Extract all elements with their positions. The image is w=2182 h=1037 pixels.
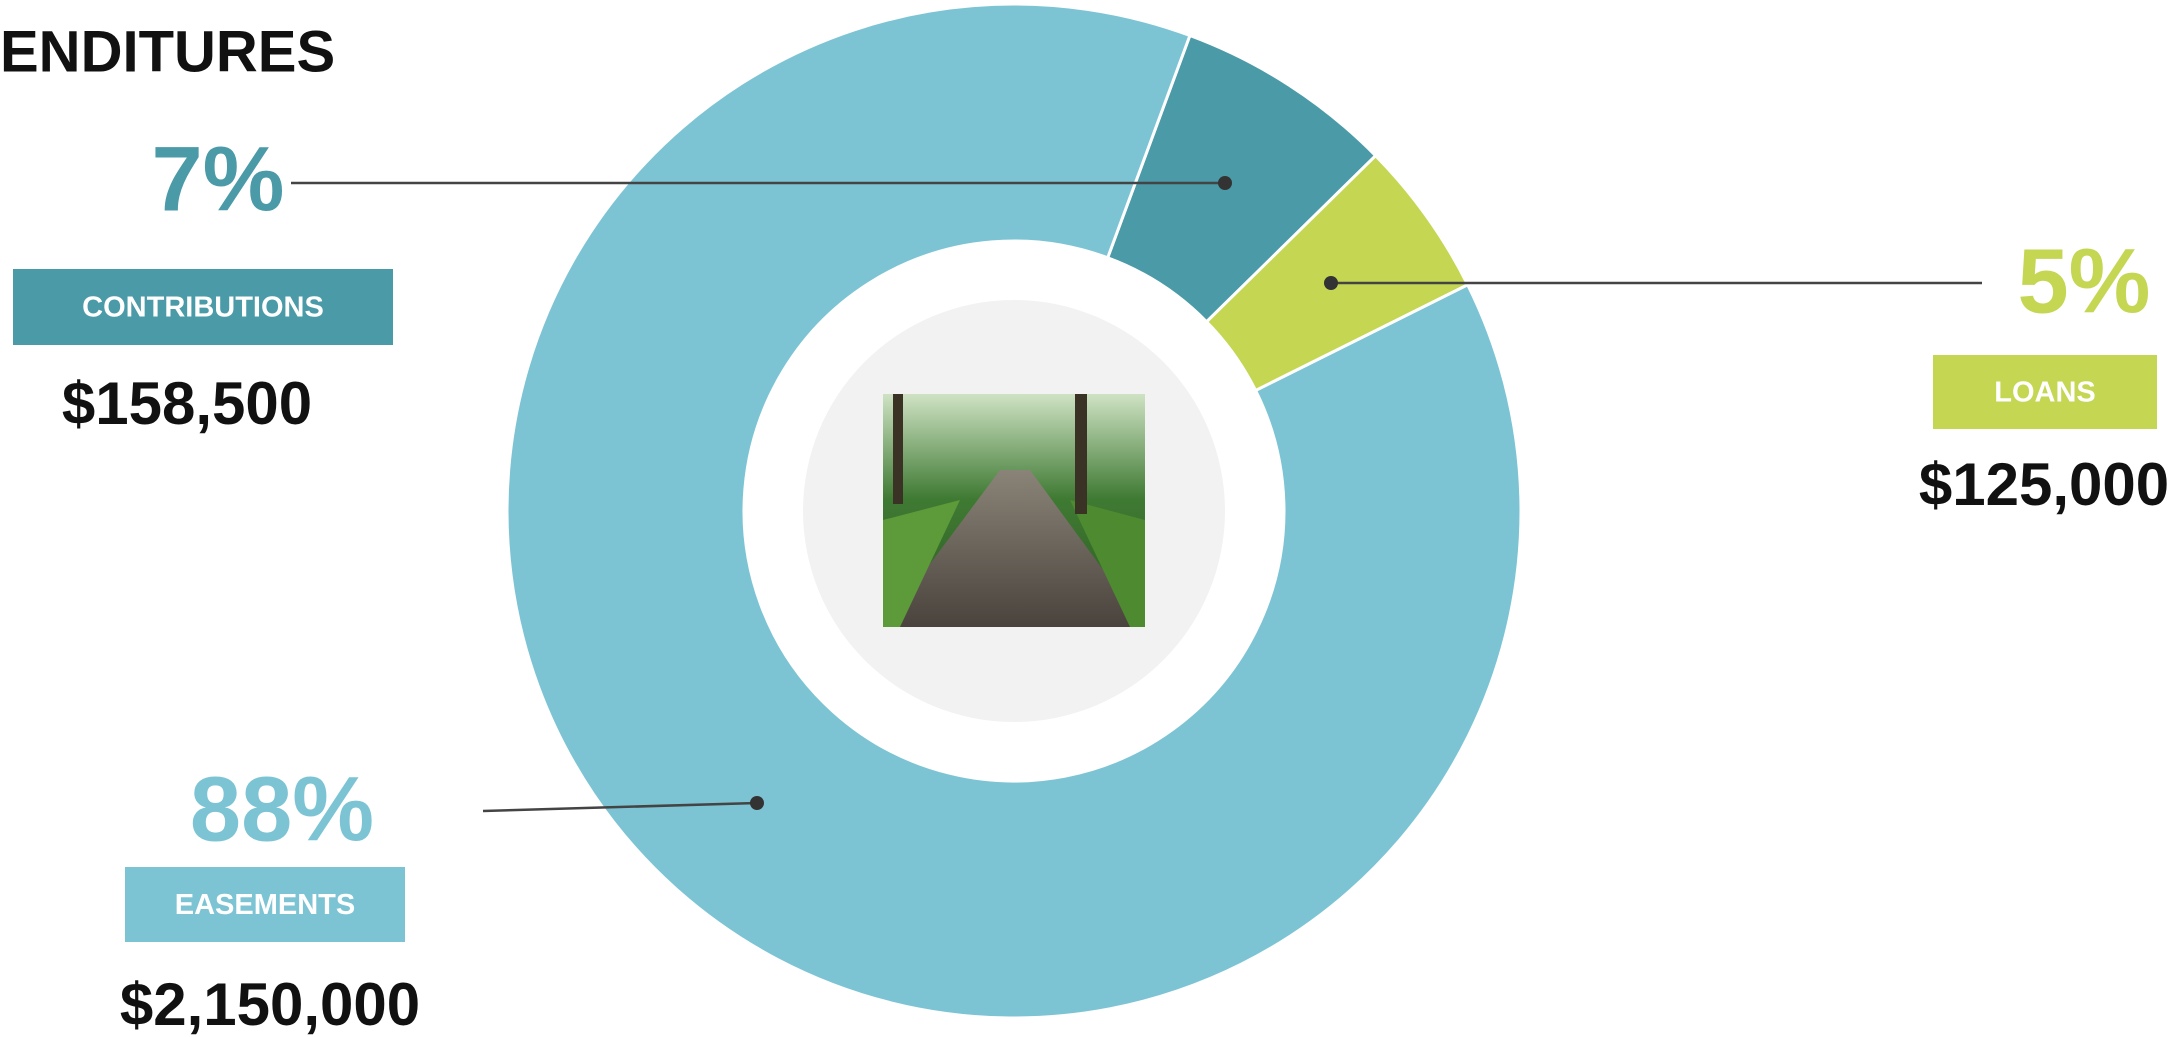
category-box — [13, 269, 393, 345]
category-label: LOANS — [1994, 377, 2096, 409]
leader-dot — [750, 796, 764, 810]
value-label: 5% — [2018, 230, 2151, 332]
category-label: EASEMENTS — [175, 889, 355, 921]
amount-label: $2,150,000 — [120, 971, 420, 1037]
value-label: 7% — [152, 128, 285, 230]
leader-dot — [1324, 276, 1338, 290]
category-box — [125, 867, 405, 942]
category-label: CONTRIBUTIONS — [82, 292, 324, 324]
leader-dot — [1218, 176, 1232, 190]
amount-label: $125,000 — [1919, 451, 2169, 518]
center-photo — [883, 394, 1145, 627]
chart-title: ENDITURES — [0, 19, 335, 84]
leader-line — [482, 801, 758, 813]
category-box — [1933, 355, 2157, 429]
labels: 7% CONTRIBUTIONS $158,500 5% LOANS $125,000 88… — [13, 128, 2169, 1037]
slice — [505, 2, 1523, 1020]
donut — [505, 2, 1523, 1020]
value-label: 88% — [190, 758, 374, 860]
amount-label: $158,500 — [62, 370, 312, 437]
